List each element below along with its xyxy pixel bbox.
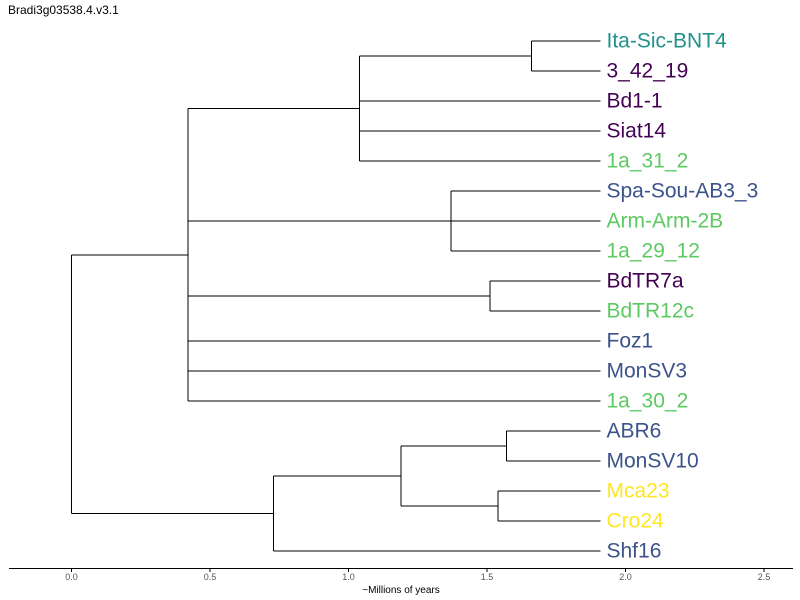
tree-branches [71, 40, 601, 552]
x-axis: 0.0 0.5 1.0 1.5 2.0 2.5 ~Millions of years [9, 568, 793, 596]
leaf-label: Ita-Sic-BNT4 [607, 30, 728, 53]
leaf-label: Mca23 [607, 480, 670, 503]
leaf-label: Foz1 [607, 330, 654, 353]
leaf-label: MonSV10 [607, 450, 699, 473]
leaf-labels: Ita-Sic-BNT4 3_42_19 Bd1-1 Siat14 1a_31_2 Spa… [607, 30, 759, 563]
leaf-label: MonSV3 [607, 360, 688, 383]
leaf-label: ABR6 [607, 420, 662, 443]
leaf-label: 1a_29_12 [607, 240, 700, 263]
leaf-label: Bd1-1 [607, 90, 663, 113]
leaf-label: 1a_31_2 [607, 150, 689, 173]
leaf-label: Spa-Sou-AB3_3 [607, 180, 759, 203]
leaf-label: BdTR7a [607, 270, 684, 293]
x-axis-tick-label: 1.5 [481, 572, 494, 582]
x-axis-tick-label: 0.5 [204, 572, 217, 582]
x-axis-ticks: 0.0 0.5 1.0 1.5 2.0 2.5 [65, 568, 771, 582]
leaf-label: Arm-Arm-2B [607, 210, 724, 233]
page-title: Bradi3g03538.4.v3.1 [8, 3, 119, 17]
x-axis-tick-label: 0.0 [65, 572, 78, 582]
x-axis-tick-label: 2.5 [758, 572, 771, 582]
x-axis-tick-label: 2.0 [619, 572, 632, 582]
leaf-label: 1a_30_2 [607, 390, 689, 413]
leaf-label: Siat14 [607, 120, 667, 143]
leaf-label: 3_42_19 [607, 60, 689, 83]
leaf-label: Cro24 [607, 510, 665, 533]
leaf-label: Shf16 [607, 540, 662, 563]
x-axis-tick-label: 1.0 [342, 572, 355, 582]
leaf-label: BdTR12c [607, 300, 695, 323]
x-axis-label: ~Millions of years [362, 585, 440, 596]
